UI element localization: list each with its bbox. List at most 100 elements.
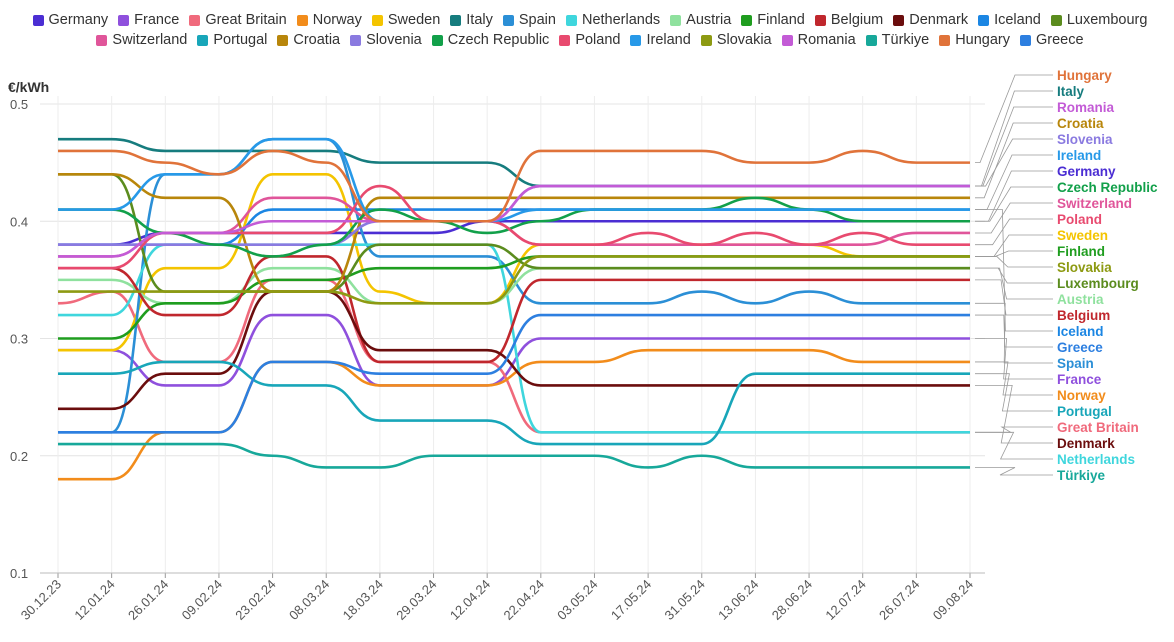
end-label-spain: Spain — [1057, 356, 1094, 371]
legend-item-luxembourg[interactable]: Luxembourg — [1050, 12, 1147, 28]
legend-label: Netherlands — [581, 12, 661, 28]
x-tick-label: 30.12.23 — [18, 577, 64, 623]
end-label-switzerland: Switzerland — [1057, 196, 1132, 211]
legend-swatch — [781, 34, 793, 46]
connector-line — [975, 467, 1053, 476]
legend-item-austria[interactable]: Austria — [670, 12, 731, 28]
y-tick-label: 0.1 — [10, 566, 28, 581]
legend-label: Belgium — [830, 12, 884, 28]
legend-item-norway[interactable]: Norway — [296, 12, 362, 28]
legend-swatch — [814, 14, 826, 26]
series-line-croatia[interactable] — [57, 173, 970, 293]
legend-label: Romania — [797, 32, 856, 48]
legend-label: Türkiye — [881, 32, 930, 48]
series-line-greece[interactable] — [58, 313, 970, 434]
series-line-belgium[interactable] — [58, 255, 970, 364]
series-line-turkiye[interactable] — [57, 442, 970, 469]
connector-line — [975, 431, 1053, 460]
series-line-slovakia[interactable] — [57, 255, 970, 305]
end-label-great-britain: Great Britain — [1057, 420, 1139, 435]
connector-line — [975, 218, 1053, 246]
legend-item-italy[interactable]: Italy — [450, 12, 493, 28]
legend-swatch — [741, 14, 753, 26]
x-tick-label: 13.06.24 — [715, 577, 761, 623]
end-label-romania: Romania — [1057, 100, 1115, 115]
connector-line — [975, 302, 1053, 364]
series-line-italy[interactable] — [58, 137, 970, 188]
legend-item-france[interactable]: France — [118, 12, 179, 28]
connector-line — [975, 426, 1053, 433]
connector-line — [975, 170, 1053, 222]
series-line-portugal[interactable] — [58, 360, 970, 446]
y-tick-label: 0.2 — [10, 449, 28, 464]
legend-label: Slovakia — [716, 32, 772, 48]
legend-item-great-britain[interactable]: Great Britain — [189, 12, 287, 28]
x-tick-label: 29.03.24 — [393, 577, 439, 623]
legend-item-ireland[interactable]: Ireland — [630, 32, 691, 48]
legend-item-turkiye[interactable]: Türkiye — [865, 32, 930, 48]
legend-item-spain[interactable]: Spain — [502, 12, 556, 28]
legend-label: Iceland — [994, 12, 1041, 28]
series-line-romania[interactable] — [57, 184, 970, 258]
end-label-germany: Germany — [1057, 164, 1116, 179]
legend-item-romania[interactable]: Romania — [781, 32, 856, 48]
legend-item-czech-republic[interactable]: Czech Republic — [431, 32, 549, 48]
legend-item-belgium[interactable]: Belgium — [814, 12, 884, 28]
legend-swatch — [277, 34, 289, 46]
end-label-croatia: Croatia — [1057, 116, 1104, 131]
series-line-denmark[interactable] — [58, 290, 970, 411]
legend-swatch — [565, 14, 577, 26]
legend-item-portugal[interactable]: Portugal — [197, 32, 267, 48]
x-tick-label: 31.05.24 — [661, 577, 707, 623]
legend-item-denmark[interactable]: Denmark — [893, 12, 968, 28]
legend-item-switzerland[interactable]: Switzerland — [96, 32, 187, 48]
end-label-hungary: Hungary — [1057, 68, 1112, 83]
x-tick-label: 09.08.24 — [930, 577, 976, 623]
legend-item-slovakia[interactable]: Slovakia — [700, 32, 772, 48]
legend-label: Ireland — [646, 32, 691, 48]
end-label-poland: Poland — [1057, 212, 1102, 227]
legend-swatch — [32, 14, 44, 26]
legend-swatch — [371, 14, 383, 26]
legend-swatch — [431, 34, 443, 46]
legend-swatch — [197, 34, 209, 46]
legend-item-netherlands[interactable]: Netherlands — [565, 12, 661, 28]
x-tick-label: 09.02.24 — [179, 577, 225, 623]
connector-line — [975, 384, 1053, 444]
legend-swatch — [118, 14, 130, 26]
legend-item-germany[interactable]: Germany — [32, 12, 108, 28]
legend: Germany France Great Britain Norway Sweden It… — [30, 12, 1150, 48]
legend-label: Sweden — [387, 12, 441, 28]
connector-line — [975, 314, 1053, 348]
legend-item-finland[interactable]: Finland — [741, 12, 805, 28]
x-tick-label: 22.04.24 — [501, 577, 547, 623]
end-label-greece: Greece — [1057, 340, 1103, 355]
end-label-norway: Norway — [1057, 388, 1106, 403]
legend-item-iceland[interactable]: Iceland — [978, 12, 1041, 28]
connector-line — [975, 154, 1053, 210]
connector-line — [975, 373, 1053, 412]
legend-swatch — [630, 34, 642, 46]
series-line-hungary[interactable] — [58, 149, 970, 223]
series-line-czech-republic[interactable] — [57, 196, 970, 258]
legend-item-greece[interactable]: Greece — [1020, 32, 1084, 48]
legend-item-croatia[interactable]: Croatia — [277, 32, 340, 48]
end-label-czech-republic: Czech Republic — [1057, 180, 1158, 195]
legend-swatch — [670, 14, 682, 26]
legend-label: France — [134, 12, 180, 28]
legend-swatch — [865, 34, 877, 46]
end-label-austria: Austria — [1057, 292, 1104, 307]
legend-label: Great Britain — [205, 12, 287, 28]
legend-item-sweden[interactable]: Sweden — [371, 12, 441, 28]
connector-line — [975, 267, 1053, 284]
legend-swatch — [1020, 34, 1032, 46]
legend-item-hungary[interactable]: Hungary — [939, 32, 1010, 48]
legend-swatch — [1050, 14, 1062, 26]
connector-line — [975, 250, 1053, 257]
x-tick-label: 12.01.24 — [71, 577, 117, 623]
legend-item-slovenia[interactable]: Slovenia — [350, 32, 422, 48]
legend-item-poland[interactable]: Poland — [559, 32, 620, 48]
x-tick-label: 18.03.24 — [340, 577, 386, 623]
legend-swatch — [296, 14, 308, 26]
